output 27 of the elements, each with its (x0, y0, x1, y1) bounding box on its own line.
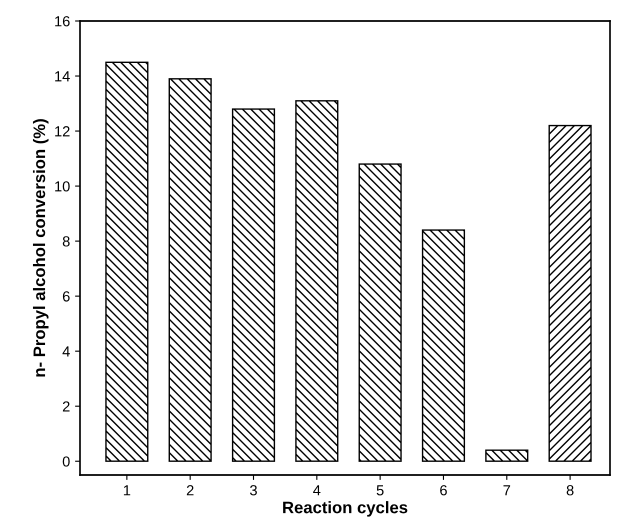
y-tick-label: 6 (62, 291, 70, 302)
y-tick-label: 16 (55, 16, 70, 26)
bar (485, 450, 528, 462)
bar (295, 100, 338, 462)
bar (358, 163, 402, 462)
x-tick-label: 3 (250, 485, 257, 496)
x-tick-label: 7 (503, 485, 510, 496)
y-tick-label: 10 (55, 181, 70, 192)
bar (168, 78, 212, 462)
y-tick-label: 8 (62, 236, 70, 247)
x-tick-label: 4 (313, 485, 320, 496)
x-tick-label: 2 (186, 485, 194, 496)
bar (548, 124, 592, 462)
y-tick-label: 4 (62, 346, 70, 356)
bar (422, 229, 466, 462)
x-tick-label: 1 (124, 485, 130, 496)
y-tick-label: 12 (55, 126, 70, 136)
x-tick-label: 6 (440, 485, 447, 496)
y-tick-label: 2 (62, 401, 70, 412)
y-tick-label: 14 (55, 71, 70, 82)
y-axis-title: n- Propyl alcohol conversion (%) (32, 119, 49, 377)
x-axis-title: Reaction cycles (283, 501, 408, 517)
x-tick-label: 5 (376, 485, 384, 496)
bar (105, 62, 148, 462)
y-tick-label: 0 (62, 456, 70, 467)
bar (232, 108, 276, 462)
x-tick-label: 8 (566, 485, 574, 496)
